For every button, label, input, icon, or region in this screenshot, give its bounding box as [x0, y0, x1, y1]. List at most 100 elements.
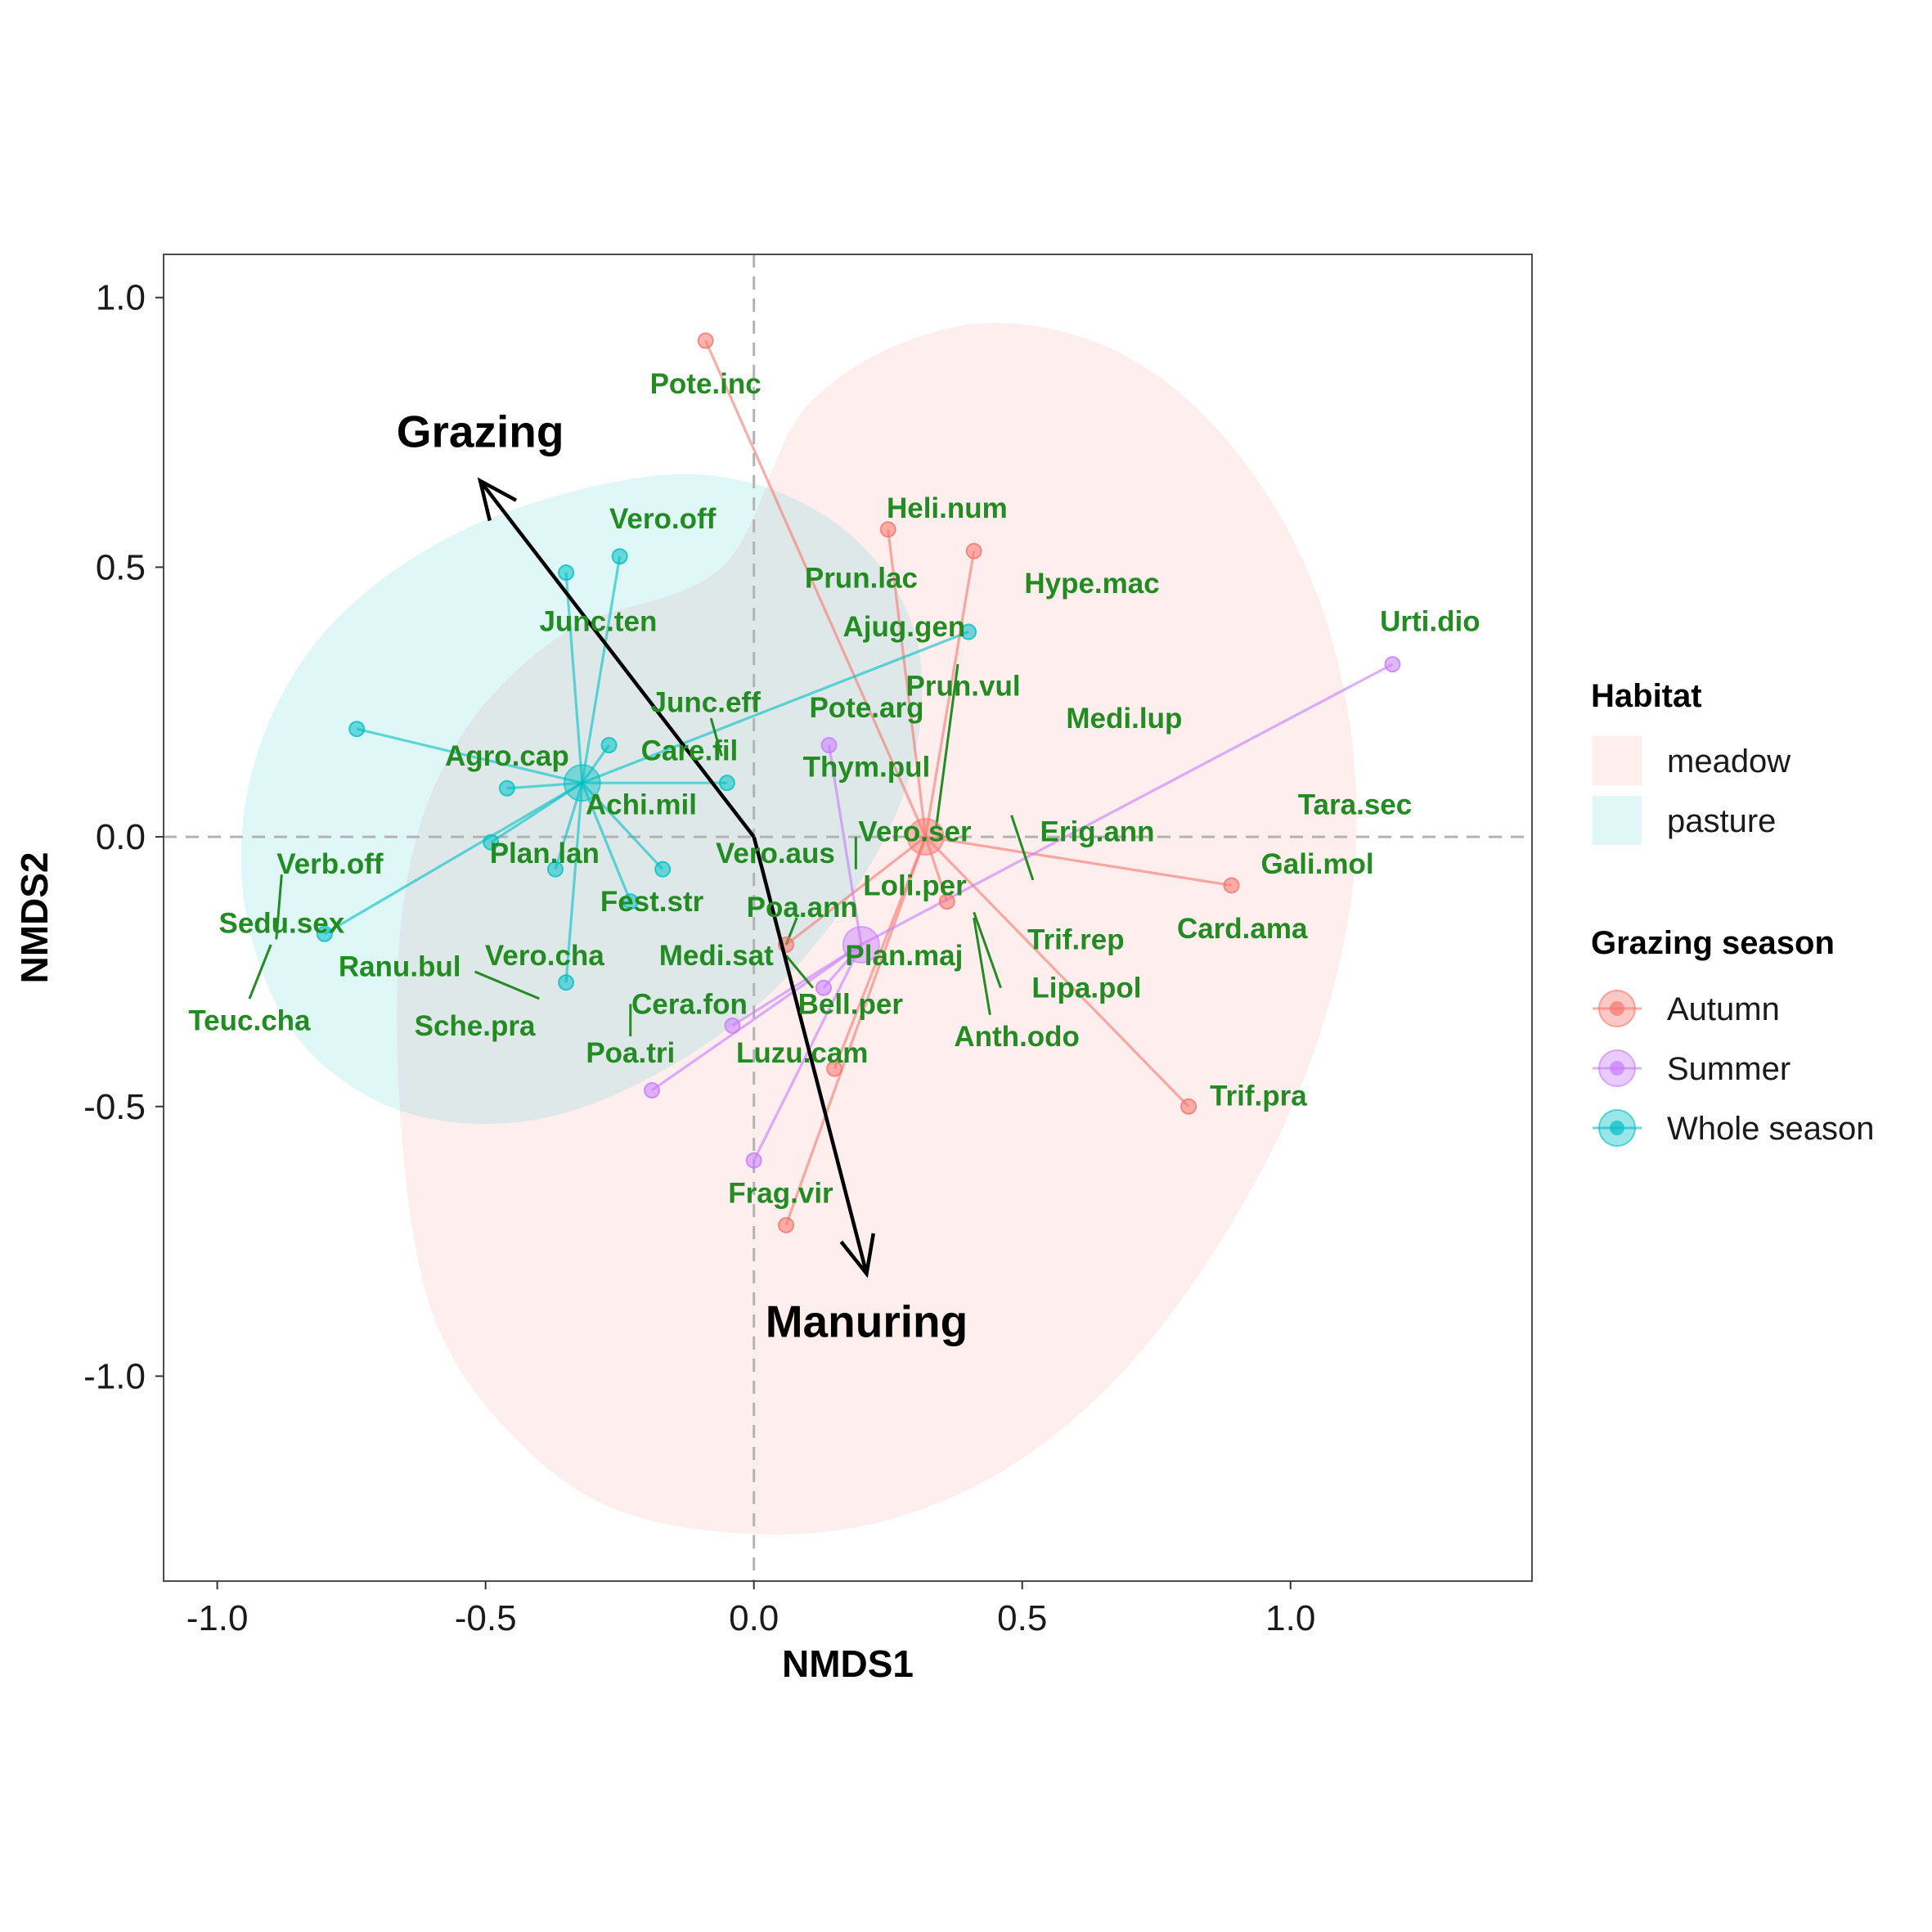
vector-arrowhead-manuring: [839, 1233, 876, 1278]
spider-line-whole-season: [581, 782, 632, 902]
vector-label-grazing: Grazing: [397, 407, 564, 457]
spider-line-whole-season: [356, 727, 583, 784]
leader-line: [973, 911, 1002, 989]
species-label: Vero.cha: [485, 940, 604, 972]
spider-line-autumn: [887, 529, 928, 838]
species-label: Erig.ann: [1040, 816, 1155, 848]
species-label: Frag.vir: [728, 1177, 833, 1209]
spider-line-autumn: [924, 835, 1190, 1108]
leader-line: [973, 917, 991, 1015]
spider-line-autumn: [704, 339, 928, 838]
point-whole-season: [316, 925, 333, 942]
species-label: Plan.lan: [490, 838, 600, 869]
legend-label-summer: Summer: [1667, 1051, 1790, 1087]
species-label: Prun.lac: [805, 563, 918, 595]
spider-line-autumn: [784, 836, 928, 1226]
point-summer: [815, 979, 832, 996]
point-whole-season: [558, 974, 575, 991]
point-whole-season: [611, 548, 628, 565]
species-label: Anth.odo: [954, 1021, 1080, 1053]
legend-label-whole-season: Whole season: [1667, 1111, 1874, 1147]
species-label: Care.fil: [641, 735, 739, 767]
legend-key-pasture: [1593, 796, 1642, 845]
species-label: Vero.ser: [858, 816, 972, 848]
spider-line-whole-season: [324, 781, 583, 936]
legend: Habitat meadow pasture Grazing season Autumn…: [1591, 678, 1874, 1147]
point-autumn: [965, 542, 982, 559]
species-label: Card.ama: [1177, 913, 1308, 945]
point-autumn: [697, 332, 714, 349]
species-label: Hype.mac: [1024, 568, 1159, 600]
point-autumn: [778, 1216, 795, 1233]
point-autumn: [1180, 1098, 1197, 1115]
species-label: Ranu.bul: [339, 950, 461, 982]
centroid-autumn: [906, 818, 945, 856]
point-autumn: [1223, 877, 1240, 894]
point-summer: [820, 737, 838, 754]
spider-line-whole-season: [564, 572, 584, 784]
point-summer: [724, 1017, 741, 1034]
vector-label-manuring: Manuring: [766, 1296, 968, 1347]
leader-line: [275, 874, 283, 940]
species-label: Sche.pra: [415, 1010, 536, 1042]
species-label: Prun.vul: [906, 670, 1021, 702]
species-label: Medi.sat: [659, 940, 774, 972]
species-label: Agro.cap: [445, 740, 569, 772]
x-tick-label: 0.0: [729, 1598, 779, 1638]
species-label: Gali.mol: [1261, 848, 1374, 880]
species-label: Fest.str: [600, 886, 704, 918]
legend-title-grazing-season: Grazing season: [1591, 925, 1835, 961]
x-tick-label: -1.0: [186, 1598, 249, 1638]
vector-manuring: [752, 836, 869, 1274]
axes: -1.0 -0.5 0.0 0.5 1.0 1.0 0.5 0.0 -0.5 -1.0 NMDS1 N…: [13, 278, 1315, 1685]
species-label: Medi.lup: [1066, 703, 1182, 735]
centroid-summer: [842, 925, 880, 964]
x-tick-label: 0.5: [997, 1598, 1047, 1638]
point-whole-season: [622, 893, 639, 910]
env-vectors: Grazing Manuring: [397, 407, 968, 1347]
point-whole-season: [483, 833, 500, 851]
species-label: Ajug.gen: [843, 611, 966, 643]
species-label: Trif.pra: [1210, 1081, 1307, 1112]
legend-label-autumn: Autumn: [1667, 991, 1780, 1027]
spider-line-summer: [753, 944, 863, 1161]
spider-line-summer: [822, 943, 863, 989]
point-summer: [644, 1081, 661, 1099]
plot-panel-border: [163, 254, 1533, 1582]
species-label: Achi.mil: [586, 789, 697, 821]
spider-line-autumn: [924, 836, 949, 902]
spider-line-whole-season: [581, 782, 664, 870]
species-label: Loli.per: [863, 869, 967, 901]
species-label: Junc.eff: [651, 686, 762, 718]
spider-line-summer: [827, 744, 863, 946]
species-label: Teuc.cha: [188, 1004, 311, 1036]
y-axis-title: NMDS2: [13, 851, 56, 983]
spider-line-whole-season: [582, 631, 969, 784]
species-label: Heli.num: [887, 492, 1008, 524]
species-labels: Pote.inc Heli.num Vero.off Prun.lac Hype.mac…: [188, 368, 1480, 1209]
point-whole-season: [600, 737, 618, 754]
species-label: Pote.arg: [809, 692, 923, 724]
label-leader-lines: [248, 663, 1035, 1037]
point-autumn: [879, 521, 896, 538]
point-autumn: [826, 1060, 843, 1077]
y-tick-label: -1.0: [83, 1356, 146, 1396]
leader-line: [248, 944, 272, 1000]
species-label: Poa.ann: [747, 892, 858, 923]
point-summer: [745, 1152, 762, 1169]
legend-key-small-summer: [1610, 1061, 1624, 1076]
leader-line: [474, 970, 540, 1000]
species-label: Lipa.pol: [1031, 973, 1141, 1004]
centroid-whole-season: [563, 764, 601, 802]
legend-key-small-whole-season: [1610, 1121, 1624, 1135]
species-label: Verb.off: [276, 848, 384, 880]
legend-key-meadow: [1593, 736, 1642, 785]
point-whole-season: [960, 623, 977, 640]
point-whole-season: [654, 860, 672, 878]
x-tick-label: -0.5: [455, 1598, 517, 1638]
leader-line: [784, 955, 815, 989]
y-tick-label: 0.0: [96, 817, 146, 857]
spider-line-whole-season: [506, 781, 582, 790]
spider-line-whole-season: [581, 555, 622, 784]
x-axis-title: NMDS1: [782, 1642, 914, 1685]
